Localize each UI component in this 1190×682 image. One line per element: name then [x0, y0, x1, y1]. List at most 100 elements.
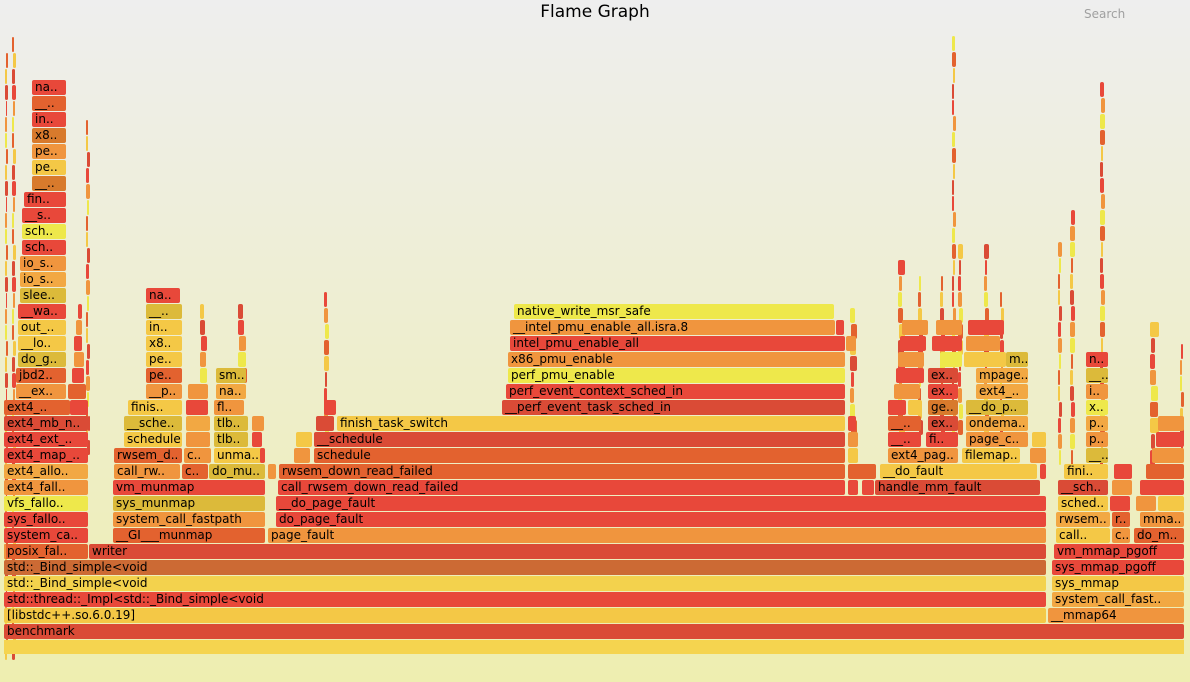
stack-frame[interactable] [1059, 306, 1062, 321]
stack-frame[interactable] [13, 53, 16, 68]
stack-frame[interactable]: m.. [1006, 352, 1028, 367]
stack-frame[interactable] [836, 320, 844, 335]
stack-frame[interactable]: native_write_msr_safe [514, 304, 834, 319]
stack-frame[interactable] [5, 277, 8, 292]
stack-frame[interactable]: ext4_ext_.. [4, 432, 88, 447]
stack-frame[interactable]: __.. [32, 176, 66, 191]
stack-frame[interactable]: x86_pmu_enable [508, 352, 845, 367]
stack-frame[interactable]: ext4_fall.. [4, 480, 88, 495]
stack-frame[interactable] [1150, 370, 1156, 385]
stack-frame[interactable] [898, 352, 924, 367]
stack-frame[interactable] [919, 276, 921, 291]
stack-frame[interactable]: unma.. [214, 448, 265, 463]
stack-frame[interactable] [12, 229, 14, 244]
stack-frame[interactable]: call_rw.. [114, 464, 180, 479]
stack-frame[interactable] [1181, 440, 1183, 455]
stack-frame[interactable] [4, 544, 6, 559]
stack-frame[interactable] [952, 36, 955, 51]
stack-frame[interactable] [86, 184, 90, 199]
stack-frame[interactable] [953, 308, 956, 323]
stack-frame[interactable] [74, 352, 84, 367]
stack-frame[interactable] [238, 320, 244, 335]
stack-frame[interactable] [6, 389, 7, 404]
stack-frame[interactable]: system_ca.. [4, 528, 88, 543]
stack-frame[interactable]: c.. [184, 448, 211, 463]
stack-frame[interactable] [1070, 290, 1074, 305]
stack-frame[interactable]: fl.. [214, 400, 244, 415]
stack-frame[interactable]: sys_mmap_pgoff [1052, 560, 1184, 575]
stack-frame[interactable]: fini.. [1064, 464, 1108, 479]
stack-frame[interactable] [848, 464, 876, 479]
stack-frame[interactable] [201, 336, 207, 351]
stack-frame[interactable] [5, 117, 7, 132]
stack-frame[interactable] [1059, 258, 1061, 273]
stack-frame[interactable] [74, 336, 82, 351]
stack-frame[interactable] [966, 336, 1000, 351]
stack-frame[interactable] [1100, 82, 1104, 97]
stack-frame[interactable]: rwsem_down_read_failed [279, 464, 845, 479]
stack-frame[interactable] [5, 165, 7, 180]
stack-frame[interactable] [1100, 178, 1104, 193]
stack-frame[interactable] [200, 352, 206, 367]
stack-frame[interactable]: c.. [1112, 528, 1130, 543]
stack-frame[interactable]: mma.. [1140, 512, 1184, 527]
stack-frame[interactable] [86, 360, 89, 375]
stack-frame[interactable] [898, 260, 905, 275]
stack-frame[interactable] [899, 276, 902, 291]
stack-frame[interactable] [1000, 292, 1002, 307]
stack-frame[interactable]: io_s.. [20, 256, 66, 271]
stack-frame[interactable] [952, 148, 956, 163]
stack-frame[interactable] [1100, 226, 1105, 241]
stack-frame[interactable] [316, 416, 334, 431]
stack-frame[interactable] [1100, 258, 1103, 273]
stack-frame[interactable]: handle_mm_fault [875, 480, 1040, 495]
stack-frame[interactable] [1070, 322, 1075, 337]
stack-frame[interactable]: do_page_fault [276, 512, 1046, 527]
stack-frame[interactable] [13, 101, 15, 116]
stack-frame[interactable] [1070, 242, 1075, 257]
stack-frame[interactable]: ext4_map_.. [4, 448, 88, 463]
stack-frame[interactable] [86, 136, 88, 151]
stack-frame[interactable] [1101, 194, 1105, 209]
stack-frame[interactable] [968, 320, 1004, 335]
stack-frame[interactable] [13, 149, 16, 164]
stack-frame[interactable] [851, 372, 854, 387]
stack-frame[interactable] [1070, 226, 1075, 241]
stack-frame[interactable] [86, 216, 88, 231]
stack-frame[interactable]: c.. [182, 464, 208, 479]
stack-frame[interactable] [941, 276, 943, 291]
stack-frame[interactable]: perf_event_context_sched_in [506, 384, 845, 399]
stack-frame[interactable]: schedule [314, 448, 845, 463]
stack-frame[interactable]: ge.. [928, 400, 958, 415]
stack-frame[interactable]: fi.. [926, 432, 958, 447]
stack-frame[interactable]: out_.. [18, 320, 66, 335]
stack-frame[interactable] [1180, 408, 1183, 423]
stack-frame[interactable] [260, 448, 265, 463]
stack-frame[interactable] [5, 309, 7, 324]
stack-frame[interactable] [984, 244, 989, 259]
stack-frame[interactable] [958, 292, 962, 307]
stack-frame[interactable] [252, 432, 262, 447]
stack-frame[interactable]: do_g.. [18, 352, 66, 367]
stack-frame[interactable] [6, 245, 8, 260]
stack-frame[interactable]: ext4_.. [4, 400, 70, 415]
stack-frame[interactable] [1150, 418, 1159, 433]
stack-frame[interactable]: __intel_pmu_enable_all.isra.8 [510, 320, 835, 335]
stack-frame[interactable] [13, 389, 15, 404]
stack-frame[interactable] [1071, 210, 1075, 225]
stack-frame[interactable] [87, 344, 90, 359]
stack-frame[interactable] [940, 292, 943, 307]
stack-frame[interactable]: __.. [146, 304, 182, 319]
stack-frame[interactable] [1101, 242, 1103, 257]
stack-frame[interactable]: finish_task_switch [337, 416, 845, 431]
stack-frame[interactable]: mpage.. [976, 368, 1028, 383]
stack-frame[interactable] [238, 352, 246, 367]
stack-frame[interactable]: pe.. [146, 352, 182, 367]
stack-frame[interactable] [1181, 344, 1183, 359]
stack-frame[interactable]: __mmap64 [1048, 608, 1184, 623]
stack-frame[interactable] [6, 53, 8, 68]
stack-frame[interactable] [1151, 386, 1158, 401]
stack-frame[interactable] [13, 245, 16, 260]
stack-frame[interactable] [86, 280, 90, 295]
stack-frame[interactable] [1058, 386, 1060, 401]
